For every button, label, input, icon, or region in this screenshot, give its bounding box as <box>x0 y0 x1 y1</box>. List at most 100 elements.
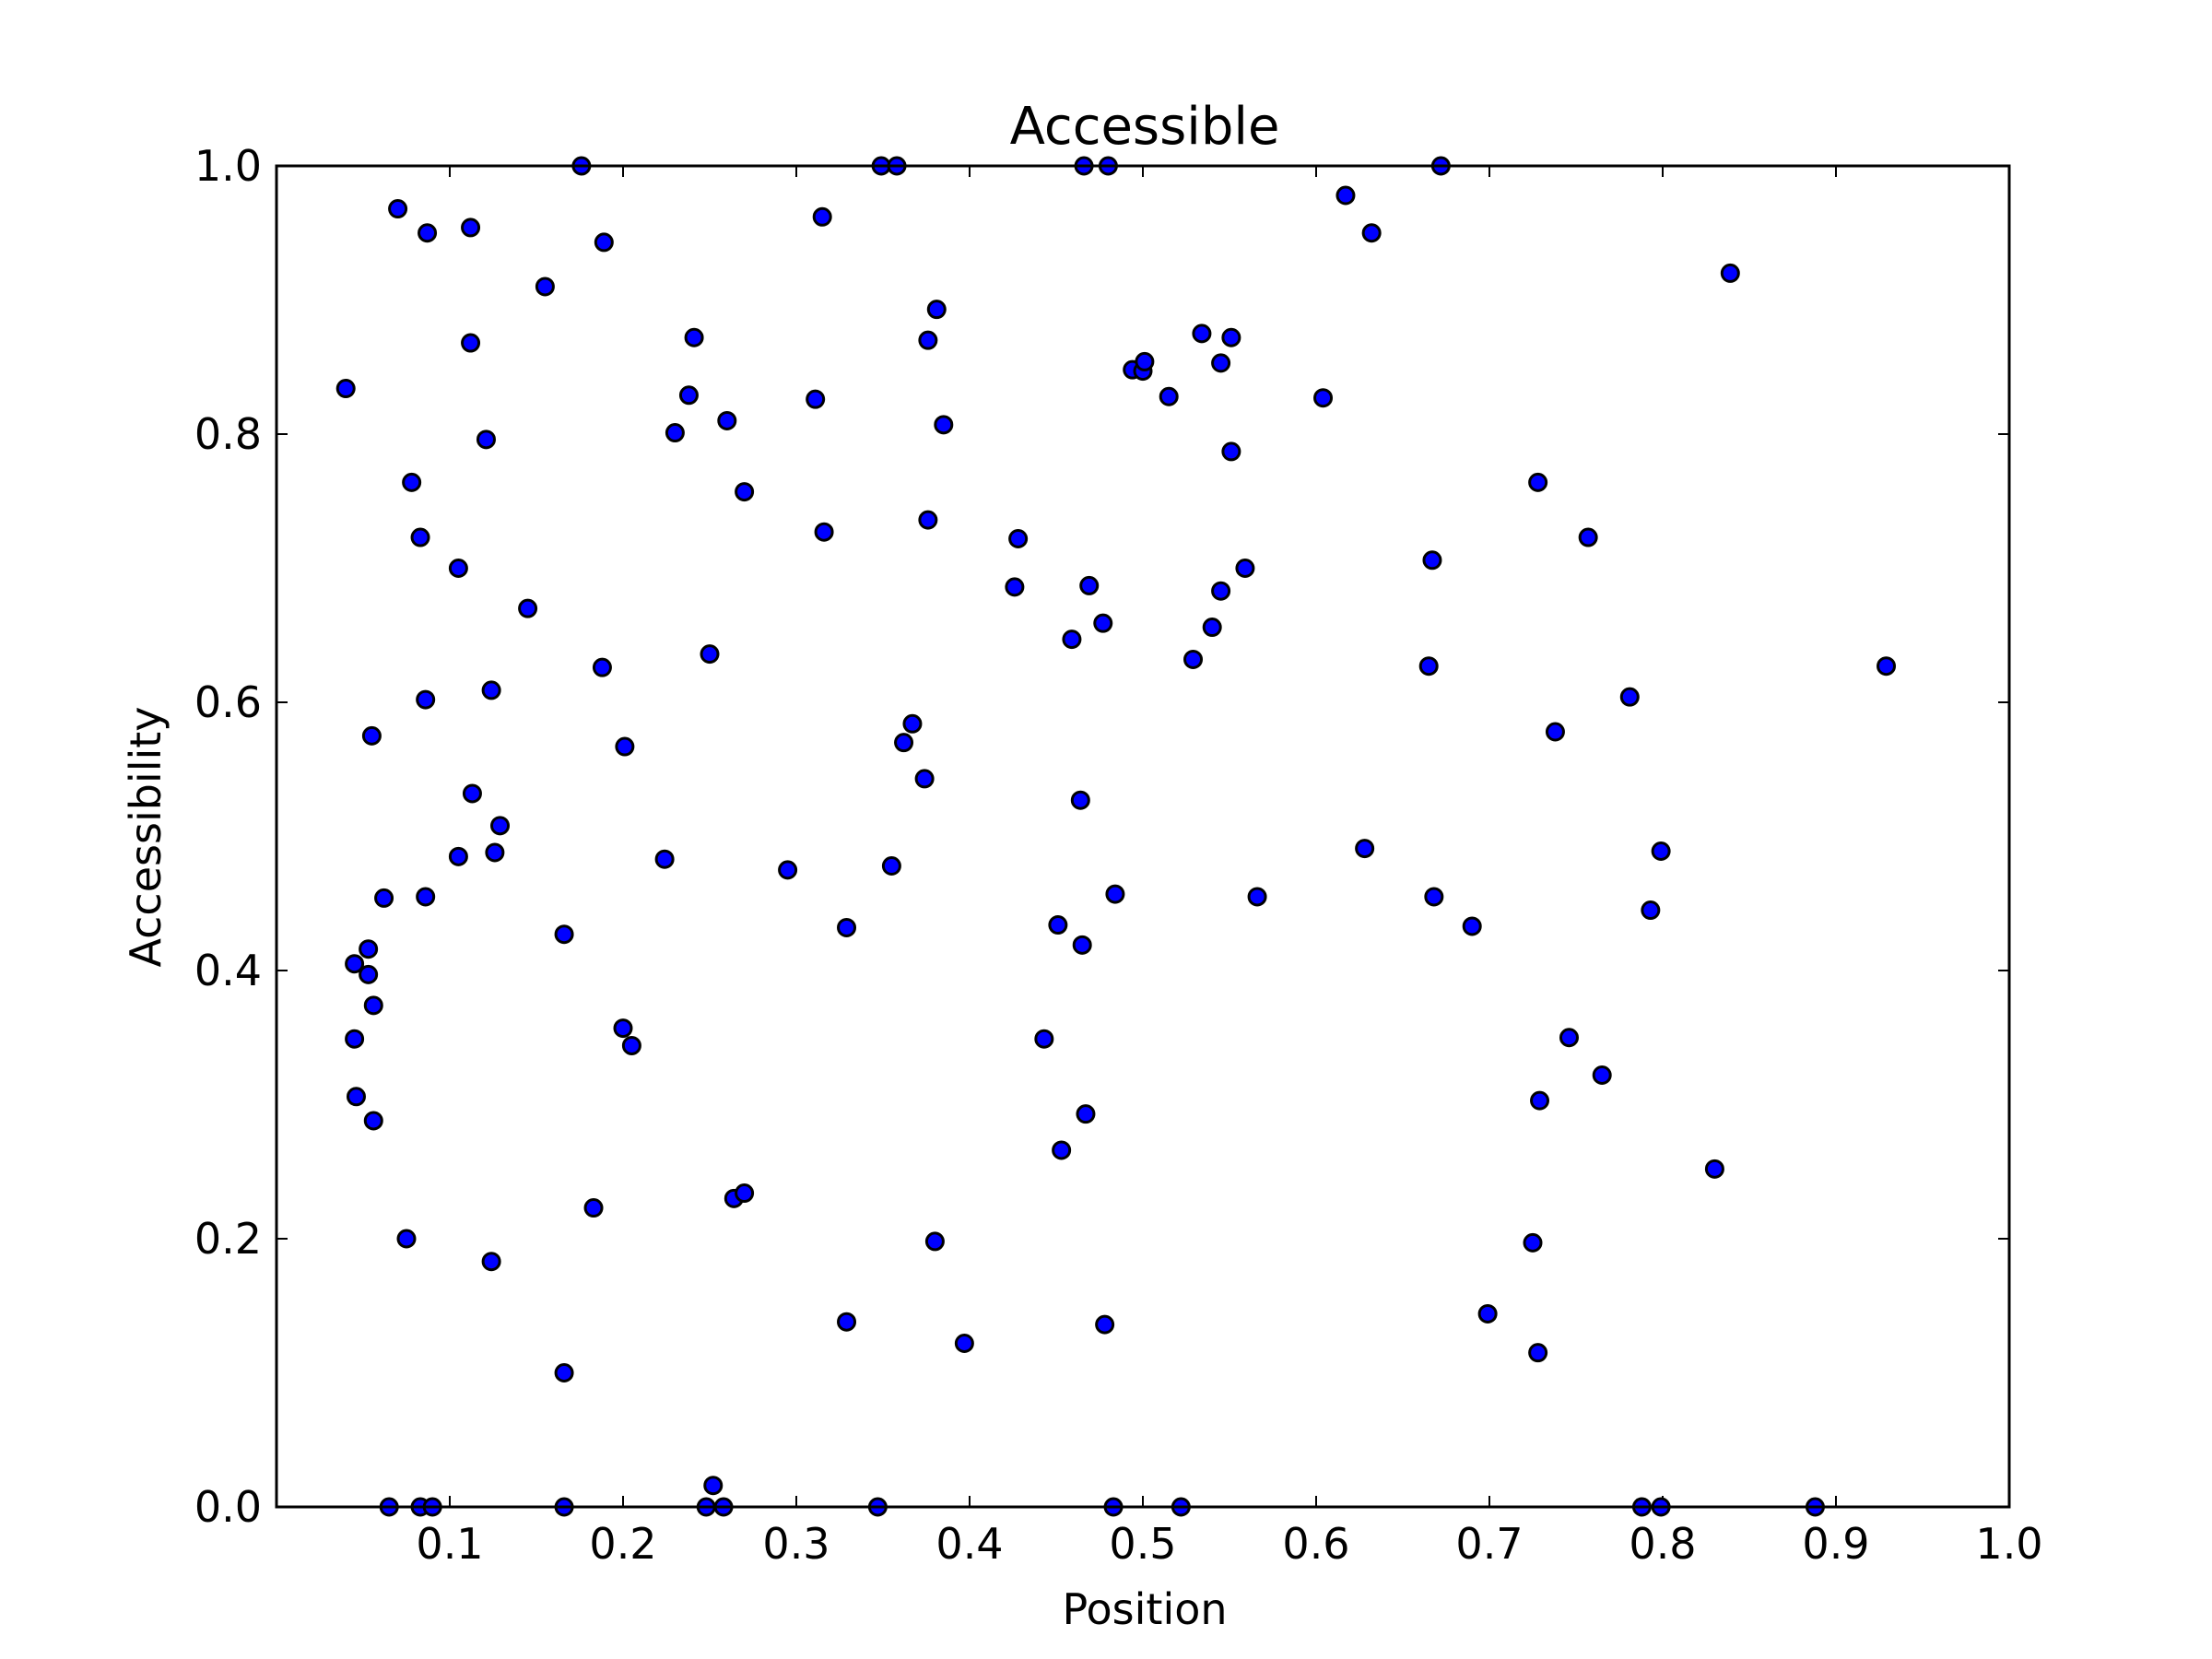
data-point <box>1008 528 1029 548</box>
data-point <box>592 657 612 677</box>
axis-ticks: 0.1 0.2 0.3 0.4 0.5 0.6 0.7 0.8 0.9 1.0 0.0 0.2 0.4 0… <box>194 141 2043 1569</box>
data-point <box>583 1198 604 1218</box>
data-point <box>1034 1029 1054 1049</box>
x-tick-label: 0.1 <box>416 1519 483 1569</box>
data-point <box>1076 1104 1096 1124</box>
data-point <box>1048 915 1068 935</box>
data-point <box>461 218 481 238</box>
chart-title: Accessible <box>1010 97 1280 157</box>
data-point <box>684 327 704 347</box>
data-point <box>1361 223 1382 243</box>
data-point <box>481 1252 501 1272</box>
data-point <box>902 713 923 734</box>
data-point <box>1052 1140 1072 1160</box>
data-point <box>806 389 826 409</box>
data-point <box>1523 1232 1543 1253</box>
data-points <box>335 156 1897 1517</box>
data-point <box>1578 527 1598 547</box>
data-point <box>490 816 511 836</box>
plot-frame <box>275 164 2011 1509</box>
data-point <box>410 527 430 547</box>
data-point <box>1641 900 1661 921</box>
data-point <box>554 924 574 945</box>
data-point <box>1159 386 1179 406</box>
data-point <box>918 510 938 530</box>
data-point <box>535 276 555 297</box>
y-tick-label: 0.6 <box>194 677 262 727</box>
data-point <box>934 415 954 435</box>
data-point <box>481 680 501 700</box>
data-point <box>363 995 383 1016</box>
data-point <box>1235 559 1255 578</box>
y-tick-label: 0.2 <box>194 1214 262 1264</box>
data-point <box>1062 629 1082 650</box>
x-tick-label: 0.6 <box>1282 1519 1349 1569</box>
data-point <box>735 482 755 502</box>
data-point <box>396 1229 417 1249</box>
data-point <box>717 410 737 430</box>
data-point <box>388 199 408 219</box>
data-point <box>1313 388 1334 408</box>
data-point <box>613 1018 633 1039</box>
data-point <box>359 939 379 959</box>
data-point <box>1462 916 1482 936</box>
data-point <box>374 888 394 908</box>
data-point <box>1528 472 1548 492</box>
data-point <box>615 736 635 757</box>
data-point <box>518 598 538 618</box>
x-tick-label: 0.9 <box>1802 1519 1869 1569</box>
data-point <box>476 429 496 450</box>
data-point <box>1545 722 1565 742</box>
data-point <box>1418 656 1439 677</box>
data-point <box>1070 790 1090 810</box>
data-point <box>1247 887 1267 907</box>
data-point <box>1335 185 1356 206</box>
x-tick-label: 0.5 <box>1109 1519 1176 1569</box>
data-point <box>1211 353 1231 373</box>
data-point <box>1211 581 1231 601</box>
data-point <box>1105 884 1125 904</box>
data-point <box>1477 1303 1498 1324</box>
data-point <box>345 1029 365 1049</box>
y-tick-label: 0.8 <box>194 409 262 459</box>
data-point <box>665 423 685 443</box>
data-point <box>461 333 481 353</box>
data-point <box>594 232 614 253</box>
data-point <box>814 522 834 542</box>
data-point <box>837 1312 857 1332</box>
data-point <box>363 1111 383 1131</box>
data-point <box>1135 351 1155 371</box>
data-point <box>462 783 482 804</box>
x-tick-label: 0.4 <box>935 1519 1003 1569</box>
data-point <box>359 964 379 984</box>
data-point <box>1424 887 1444 907</box>
data-point <box>1183 649 1204 669</box>
data-point <box>1877 656 1897 677</box>
data-point <box>402 472 422 492</box>
y-tick-label: 0.0 <box>194 1482 262 1532</box>
data-point <box>926 300 947 320</box>
data-point <box>837 917 857 937</box>
x-tick-label: 0.2 <box>589 1519 656 1569</box>
data-point <box>485 842 505 863</box>
data-point <box>881 856 901 877</box>
data-point <box>1221 441 1241 462</box>
data-point <box>1704 1159 1724 1179</box>
data-point <box>954 1333 974 1353</box>
data-point <box>1202 618 1222 638</box>
y-axis-label: Accessibility <box>121 706 171 967</box>
data-point <box>1651 841 1671 862</box>
data-point <box>448 559 468 578</box>
data-point <box>1422 550 1442 571</box>
data-point <box>1221 327 1241 347</box>
data-point <box>703 1476 724 1496</box>
data-point <box>1095 1314 1115 1335</box>
data-point <box>554 1363 574 1382</box>
data-point <box>416 689 436 710</box>
data-point <box>894 733 914 753</box>
data-point <box>1559 1028 1579 1048</box>
data-point <box>335 379 356 399</box>
data-point <box>812 206 832 227</box>
